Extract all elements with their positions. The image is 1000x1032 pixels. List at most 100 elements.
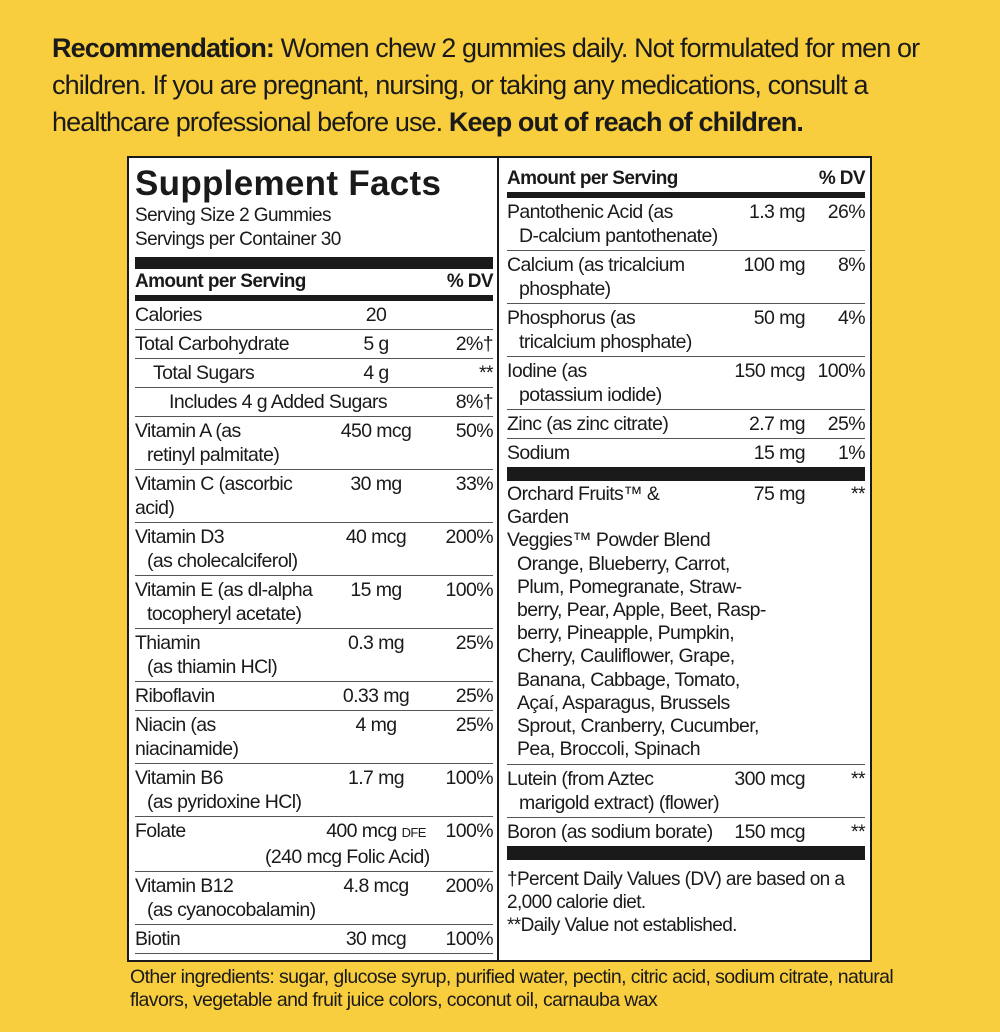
nutrient-dv: 100% <box>817 360 866 382</box>
nutrient-name: Vitamin E (as dl-alpha <box>135 579 313 601</box>
nutrient-dv: 100% <box>445 767 494 789</box>
nutrient-row: Vitamin B12 4.8 mcg 200% (as cyanocobalamin… <box>135 872 494 925</box>
nutrient-dv: ** <box>851 821 866 844</box>
nutrient-row: Riboflavin 0.33 mg 25% <box>135 682 494 711</box>
nutrient-source: marigold extract) (flower) <box>519 792 720 815</box>
nutrient-amount: 150 mcg <box>734 821 805 844</box>
nutrient-name: Vitamin A (as <box>135 420 241 442</box>
nutrient-row: Vitamin B6 1.7 mg 100% (as pyridoxine HCl) <box>135 764 494 817</box>
blend-ingredients: Orange, Blueberry, Carrot, Plum, Pomegran… <box>507 553 865 762</box>
nutrient-name: Calcium (as tricalcium <box>507 254 685 276</box>
thick-divider <box>507 467 865 481</box>
nutrient-amount: 100 mg <box>743 254 806 276</box>
nutrient-name: Zinc (as zinc citrate) <box>507 413 669 435</box>
nutrient-dv <box>435 303 493 327</box>
nutrient-source: tocopheryl acetate) <box>147 603 302 625</box>
blend-ingredient-line: Cherry, Cauliflower, Grape, <box>517 645 735 668</box>
nutrient-dv: 2%† <box>455 333 494 355</box>
nutrient-list-right: Pantothenic Acid (as 1.3 mg 26% D-calcium p… <box>507 198 866 467</box>
nutrient-name: Vitamin C (ascorbic acid) <box>135 473 293 519</box>
nutrient-dv: 100% <box>445 928 494 950</box>
nutrient-dv: 1% <box>838 442 866 464</box>
nutrient-dv: 200% <box>445 526 494 548</box>
recommendation-body: Women chew 2 gummies daily. Not formulat… <box>52 33 920 137</box>
powder-blend: Orchard Fruits™ & Garden 75 mg ** Veggie… <box>507 481 866 766</box>
nutrient-name: Phosphorus (as <box>507 307 636 329</box>
nutrient-dv: 100% <box>445 820 494 842</box>
nutrient-row: Biotin 30 mcg 100% <box>135 925 494 954</box>
nutrient-row: Zinc (as zinc citrate) 2.7 mg 25% <box>507 410 866 439</box>
blend-ingredient-line: Pea, Broccoli, Spinach <box>517 738 701 761</box>
supplement-facts-panel: Supplement Facts Serving Size 2 Gummies … <box>127 156 872 962</box>
nutrient-dv: 4% <box>838 307 866 329</box>
nutrient-list-left: Calories 20 Total Carbohydrate 5 g 2%† Total … <box>135 301 494 954</box>
medium-divider <box>135 295 493 301</box>
nutrient-dv: 200% <box>445 875 494 897</box>
nutrient-name: Lutein (from Aztec <box>507 768 654 791</box>
blend-ingredient-line: Sprout, Cranberry, Cucumber, <box>517 715 759 738</box>
nutrient-amount: 300 mcg <box>734 768 805 791</box>
nutrient-name: Niacin (as niacinamide) <box>135 714 239 760</box>
nutrient-amount: 30 mcg <box>345 928 407 950</box>
nutrient-amount: 15 mg <box>350 579 402 601</box>
nutrient-dv: 26% <box>827 201 866 223</box>
nutrient-dv: 50% <box>455 420 494 442</box>
dv-header-label: % DV <box>818 168 866 189</box>
amount-header-label: Amount per Serving <box>135 271 306 292</box>
nutrient-name: Vitamin D3 <box>135 526 225 548</box>
recommendation-text: Recommendation: Women chew 2 gummies dai… <box>52 30 962 141</box>
nutrient-name: Thiamin <box>135 632 201 654</box>
nutrient-row: Includes 4 g Added Sugars 8%† <box>135 388 494 417</box>
nutrient-row: Vitamin C (ascorbic acid) 30 mg 33% <box>135 470 494 523</box>
nutrient-row: Niacin (as niacinamide) 4 mg 25% <box>135 711 494 764</box>
nutrient-source: (as cyanocobalamin) <box>147 899 316 921</box>
nutrient-row: Calcium (as tricalcium 100 mg 8% phosphate) <box>507 251 866 304</box>
nutrient-name: Includes 4 g Added Sugars <box>169 391 388 413</box>
thick-divider <box>507 846 865 861</box>
nutrient-dv: ** <box>851 768 866 791</box>
nutrient-amount: 15 mg <box>753 442 806 464</box>
nutrient-unit: DFE <box>401 825 427 840</box>
nutrient-amount: 0.3 mg <box>347 632 405 654</box>
nutrient-dv: 8% <box>838 254 866 276</box>
facts-left-column: Supplement Facts Serving Size 2 Gummies … <box>129 158 499 960</box>
recommendation-label: Recommendation: <box>52 33 275 63</box>
nutrient-amount: 30 mg <box>350 473 402 495</box>
nutrient-amount: 150 mcg <box>734 360 805 382</box>
nutrient-dv: 33% <box>455 473 494 495</box>
nutrient-row: Lutein (from Aztec 300 mcg ** marigold extr… <box>507 765 866 819</box>
nutrient-row: Calories 20 <box>135 301 493 330</box>
blend-ingredient-line: Banana, Cabbage, Tomato, <box>517 668 740 691</box>
facts-title: Supplement Facts <box>135 164 442 203</box>
dv-header-label: % DV <box>446 271 494 292</box>
blend-dv: ** <box>851 483 866 505</box>
medium-divider <box>507 192 865 198</box>
nutrient-amount: 4 mg <box>355 714 398 736</box>
nutrient-row: Vitamin A (as 450 mcg 50% retinyl palmitate… <box>135 417 494 470</box>
nutrient-list-right-2: Lutein (from Aztec 300 mcg ** marigold extr… <box>507 765 866 846</box>
nutrient-row: Iodine (as 150 mcg 100% potassium iodide) <box>507 357 866 410</box>
nutrient-name: Total Carbohydrate <box>135 333 290 355</box>
nutrient-amount: 2.7 mg <box>748 413 806 435</box>
nutrient-name: Biotin <box>135 928 181 950</box>
nutrient-row: Vitamin D3 40 mcg 200% (as cholecalciferol) <box>135 523 494 576</box>
nutrient-row: Folate 400 mcg DFE 100% (240 mcg Folic Acid… <box>135 817 494 872</box>
servings-per-container: Servings per Container 30 <box>135 229 341 250</box>
amount-header-right: Amount per Serving % DV <box>507 166 866 192</box>
nutrient-amount: 1.7 mg <box>347 767 405 789</box>
nutrient-amount: 40 mcg <box>345 526 407 548</box>
nutrient-name: Vitamin B12 <box>135 875 234 897</box>
footnote-not-established: **Daily Value not established. <box>507 915 737 937</box>
nutrient-source: (as cholecalciferol) <box>147 550 298 572</box>
amount-header-label: Amount per Serving <box>507 168 678 189</box>
blend-ingredient-line: berry, Pear, Apple, Beet, Rasp- <box>517 599 766 622</box>
nutrient-dv: 25% <box>455 714 494 736</box>
nutrient-row: Total Sugars 4 g ** <box>135 359 494 388</box>
nutrient-row: Pantothenic Acid (as 1.3 mg 26% D-calcium p… <box>507 198 866 251</box>
nutrient-row: Phosphorus (as 50 mg 4% tricalcium phosphat… <box>507 304 866 357</box>
nutrient-name: Vitamin B6 <box>135 767 224 789</box>
nutrient-dv: 25% <box>455 632 494 654</box>
nutrient-source: (as thiamin HCl) <box>147 656 278 678</box>
nutrient-dv: 100% <box>445 579 494 601</box>
nutrient-row: Thiamin 0.3 mg 25% (as thiamin HCl) <box>135 629 494 682</box>
